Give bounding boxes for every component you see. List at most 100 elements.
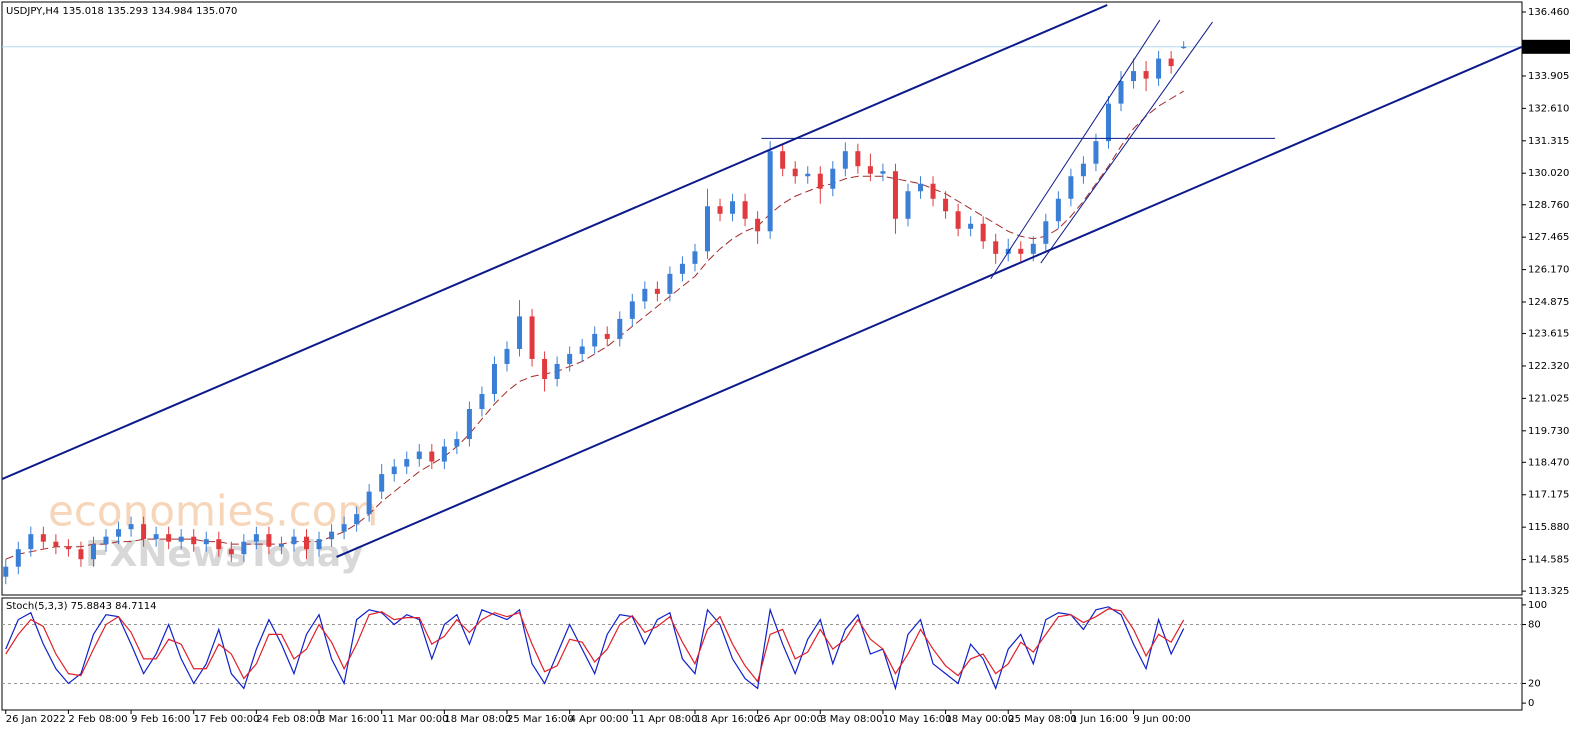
watermark: economies.com [48, 487, 378, 536]
candle-body [28, 534, 34, 550]
candle-body [253, 534, 259, 542]
candle-body [153, 534, 159, 540]
candle-body [1168, 58, 1174, 67]
candle-body [755, 218, 761, 232]
candle-body [241, 541, 247, 555]
x-tick-label: 26 Apr 00:00 [758, 714, 823, 725]
candle-body [642, 288, 648, 302]
candle-body [216, 539, 222, 550]
candle-body [191, 536, 197, 545]
stoch-plot [2, 606, 1522, 691]
x-tick-label: 17 Feb 00:00 [194, 714, 260, 725]
candle-body [116, 529, 122, 537]
candle-body [855, 151, 861, 167]
y-tick-label: 136.460 [1528, 7, 1569, 18]
candle-body [1080, 163, 1086, 177]
y-tick-label: 133.905 [1528, 71, 1569, 82]
candle-body [830, 168, 836, 189]
candle-body [955, 211, 961, 229]
candle-body [1105, 103, 1111, 142]
candle-body [366, 491, 372, 515]
candle-body [692, 251, 698, 264]
candle-body [918, 183, 924, 192]
candle-body [40, 534, 46, 542]
trend-line [990, 19, 1161, 280]
y-tick-label: 117.175 [1528, 490, 1569, 501]
candle-body [479, 393, 485, 410]
candle-body [316, 539, 322, 550]
candle-body [65, 546, 71, 550]
candle-body [717, 206, 723, 214]
candle-body [792, 168, 798, 177]
candle-body [441, 446, 447, 462]
candle-body [968, 223, 974, 229]
candle-body [767, 151, 773, 232]
candle-body [930, 183, 936, 199]
candle-body [90, 544, 96, 560]
y-tick-label: 128.760 [1528, 200, 1569, 211]
candle-body [1093, 141, 1099, 164]
candle-body [742, 201, 748, 219]
stoch-panel [1, 597, 1523, 711]
y-tick-label: 118.470 [1528, 457, 1569, 468]
candle-body [354, 514, 360, 525]
trend-line [2, 4, 1108, 481]
x-tick-label: 1 Jun 16:00 [1071, 714, 1128, 725]
y-tick-label: 131.315 [1528, 136, 1569, 147]
candle-body [228, 549, 234, 555]
y-tick-label: 80 [1528, 620, 1541, 631]
candle-body [341, 524, 347, 532]
candle-body [103, 536, 109, 545]
stoch-line [5, 606, 1185, 691]
candle-body [554, 363, 560, 379]
candle-body [1068, 176, 1074, 199]
candle-body [880, 171, 886, 174]
candle-body [78, 549, 84, 560]
candle-body [805, 173, 811, 177]
candle-body [980, 223, 986, 242]
candle-body [404, 459, 410, 467]
y-tick-label: 132.610 [1528, 103, 1569, 114]
candle-body [730, 201, 736, 214]
stoch-title: Stoch(5,3,3) 75.8843 84.7114 [6, 601, 157, 612]
candle-body [278, 544, 284, 547]
candle-body [141, 524, 147, 540]
candle-body [291, 536, 297, 545]
x-tick-label: 18 Apr 16:00 [695, 714, 760, 725]
x-tick-label: 11 Apr 08:00 [632, 714, 697, 725]
candle-body [905, 191, 911, 219]
candle-body [579, 346, 585, 354]
candle-body [266, 534, 272, 547]
current-price-box [1522, 39, 1570, 54]
x-tick-label: 25 May 08:00 [1008, 714, 1077, 725]
y-tick-label: 126.170 [1528, 265, 1569, 276]
x-tick-label: 2 Feb 08:00 [68, 714, 127, 725]
main-panel [1, 1, 1523, 596]
candle-body [391, 466, 397, 475]
candle-body [128, 524, 134, 530]
candle-body [780, 151, 786, 169]
candle-body [166, 534, 172, 542]
candle-body [667, 273, 673, 294]
x-tick-label: 11 Mar 00:00 [382, 714, 449, 725]
candle-body [1055, 198, 1061, 222]
candle-body [567, 353, 573, 364]
candle-body [303, 536, 310, 550]
candle-body [542, 358, 548, 379]
candle-body [1030, 243, 1036, 254]
x-tick-label: 24 Feb 08:00 [256, 714, 322, 725]
candle-body [592, 333, 598, 347]
trend-line [1040, 21, 1213, 264]
candle-body [504, 348, 510, 364]
y-tick-label: 124.875 [1528, 297, 1569, 308]
candle-body [817, 173, 823, 189]
candle-body [379, 474, 385, 492]
candle-body [1043, 221, 1049, 244]
candle-body [529, 316, 535, 359]
y-tick-label: 114.585 [1528, 555, 1569, 566]
candle-body [654, 288, 660, 294]
candle-body [53, 541, 59, 547]
y-tick-label: 0 [1528, 698, 1534, 709]
candle-body [604, 333, 610, 339]
